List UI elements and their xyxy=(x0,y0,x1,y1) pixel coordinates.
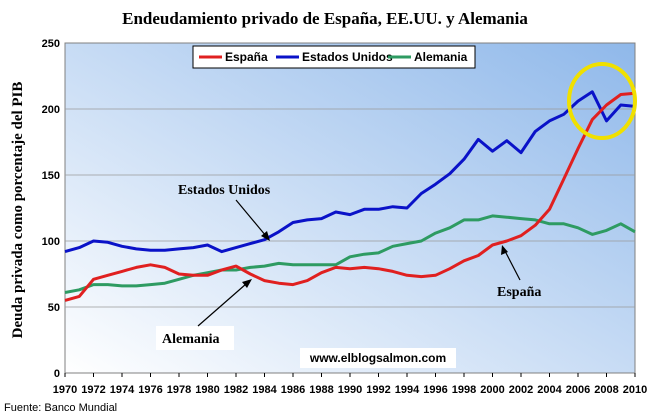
x-tick-label: 2010 xyxy=(623,384,647,396)
x-tick-label: 1994 xyxy=(395,384,420,396)
annotation-arrow-estados-unidos xyxy=(235,199,267,237)
x-tick-label: 1970 xyxy=(53,384,77,396)
watermark-text: www.elblogsalmon.com xyxy=(309,351,446,365)
x-tick-label: 1986 xyxy=(281,384,305,396)
annotation-estados-unidos: Estados Unidos xyxy=(178,183,271,241)
highlight-circle xyxy=(567,62,637,140)
y-tick-label: 250 xyxy=(42,38,60,50)
x-tick-label: 2004 xyxy=(537,384,562,396)
series-lines xyxy=(64,90,636,302)
arrowhead-icon xyxy=(261,231,270,241)
x-tick-label: 1998 xyxy=(452,384,476,396)
x-tick-label: 2006 xyxy=(566,384,590,396)
x-tick-label: 2002 xyxy=(509,384,533,396)
annotation-label-estados-unidos: Estados Unidos xyxy=(178,183,271,198)
x-tick-label: 1978 xyxy=(167,384,191,396)
x-axis-ticks: 1970 1972 1974 1976 1978 1980 1982 1984 1986 1988… xyxy=(53,373,647,396)
annotation-box-alemania xyxy=(156,326,234,350)
x-tick-label: 1972 xyxy=(81,384,105,396)
annotation-alemania: Alemania xyxy=(156,279,252,350)
arrowhead-icon xyxy=(242,279,252,288)
series-line-espana xyxy=(64,91,636,302)
grid xyxy=(65,108,635,308)
legend-label-alemania: Alemania xyxy=(414,50,468,64)
y-tick-label: 50 xyxy=(48,302,60,314)
plot-area xyxy=(64,42,636,374)
legend-label-estados-unidos: Estados Unidos xyxy=(302,50,393,64)
x-tick-label: 2008 xyxy=(594,384,618,396)
watermark-box xyxy=(300,348,456,368)
x-tick-label: 1988 xyxy=(309,384,333,396)
series-line-estados-unidos xyxy=(64,90,636,254)
x-tick-label: 1992 xyxy=(366,384,390,396)
y-tick-label: 150 xyxy=(42,170,60,182)
y-tick-label: 100 xyxy=(42,236,60,248)
x-tick-label: 1996 xyxy=(423,384,447,396)
annotation-espana: España xyxy=(497,245,541,300)
y-tick-label: 200 xyxy=(42,104,60,116)
annotation-label-alemania: Alemania xyxy=(162,332,220,347)
annotation-label-espana: España xyxy=(497,285,541,300)
x-tick-label: 1984 xyxy=(252,384,277,396)
annotation-arrow-alemania xyxy=(197,283,247,327)
source-note: Fuente: Banco Mundial xyxy=(4,402,117,414)
x-tick-label: 1976 xyxy=(138,384,162,396)
x-tick-label: 1980 xyxy=(195,384,219,396)
x-tick-label: 2000 xyxy=(480,384,504,396)
legend-label-espana: España xyxy=(225,50,268,64)
legend-box xyxy=(192,45,476,69)
x-tick-label: 1982 xyxy=(224,384,248,396)
x-tick-label: 1974 xyxy=(110,384,135,396)
arrowhead-icon xyxy=(501,245,508,255)
y-axis-label: Deuda privada como porcentaje del PIB xyxy=(10,82,26,339)
x-tick-label: 1990 xyxy=(338,384,362,396)
y-axis-ticks: 0 50 100 150 200 250 xyxy=(42,38,60,380)
annotation-arrow-espana xyxy=(504,250,521,281)
legend: España Estados Unidos Alemania xyxy=(192,45,476,69)
y-tick-label: 0 xyxy=(54,368,60,380)
chart-title: Endeudamiento privado de España, EE.UU. … xyxy=(122,9,528,28)
